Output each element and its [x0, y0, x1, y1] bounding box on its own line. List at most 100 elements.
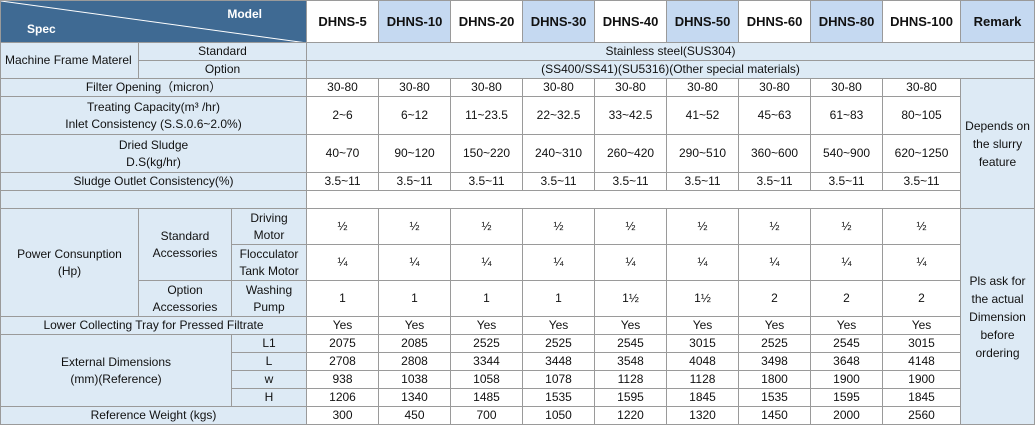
model-header: DHNS-40	[594, 0, 668, 43]
filter-label: Filter Opening（micron）	[0, 78, 308, 97]
washing-pump-label: Washing Pump	[230, 280, 308, 317]
table-cell: 2525	[522, 334, 596, 353]
table-cell: 1128	[594, 370, 668, 389]
frame-option-label: Option	[137, 60, 308, 79]
model-header: DHNS-100	[882, 0, 962, 43]
floc-line2: Tank Motor	[239, 263, 299, 278]
table-row: Treating Capacity(m³ /hr) Inlet Consiste…	[0, 96, 1035, 135]
table-cell: ½	[306, 208, 380, 245]
table-cell: 240~310	[522, 134, 596, 173]
table-cell: ¼	[450, 244, 524, 281]
table-cell: 1320	[666, 406, 740, 425]
table-cell: ½	[378, 208, 452, 245]
table-cell: 2	[738, 280, 812, 317]
table-row: w 938 1038 1058 1078 1128 1128 1800 1900…	[1, 370, 1035, 389]
table-cell: 1595	[810, 388, 884, 407]
power-label-line2: (Hp)	[57, 263, 82, 278]
table-row: Power Consunption (Hp) Standard Accessor…	[0, 208, 1035, 425]
table-row: Option Accessories Washing Pump 1 1 1 1 …	[1, 280, 1035, 317]
table-cell: ½	[450, 208, 524, 245]
table-cell: 80~105	[882, 96, 962, 135]
table-cell: 1845	[666, 388, 740, 407]
table-cell: 11~23.5	[450, 96, 524, 135]
capacity-label-line2: Inlet Consistency (S.S.0.6~2.0%)	[65, 116, 242, 131]
table-cell: 6~12	[378, 96, 452, 135]
power-label-line1: Power Consunption	[17, 246, 122, 261]
model-header: DHNS-10	[378, 0, 452, 43]
table-cell: 3648	[810, 352, 884, 371]
table-cell: 620~1250	[882, 134, 962, 173]
corner-header: Spec Model	[0, 0, 308, 43]
table-cell: Yes	[882, 316, 962, 335]
model-header: DHNS-5	[306, 0, 380, 43]
table-cell: 4148	[882, 352, 962, 371]
table-cell: 30-80	[450, 78, 524, 97]
table-cell: 150~220	[450, 134, 524, 173]
wash-line1: Washing	[245, 282, 293, 297]
driving-line1: Driving	[250, 210, 288, 225]
table-cell: Yes	[666, 316, 740, 335]
table-cell: 3344	[450, 352, 524, 371]
table-cell: 2000	[810, 406, 884, 425]
table-cell: ¼	[882, 244, 962, 281]
table-cell: ¼	[522, 244, 596, 281]
table-cell: 1900	[810, 370, 884, 389]
table-cell: 30-80	[882, 78, 962, 97]
dims-row-label: L1	[230, 334, 308, 353]
table-row: Flocculator Tank Motor ¼ ¼ ¼ ¼ ¼ ¼ ¼ ¼ ¼	[1, 244, 1035, 281]
remark-header: Remark	[960, 0, 1035, 43]
table-row: Dried Sludge D.S(kg/hr) 40~70 90~120 150…	[0, 134, 1035, 173]
weight-label: Reference Weight (kgs)	[0, 406, 308, 425]
model-label: Model	[227, 7, 263, 21]
table-cell: ½	[882, 208, 962, 245]
table-cell: Yes	[306, 316, 380, 335]
table-cell: 45~63	[738, 96, 812, 135]
dims-line2: (mm)(Reference)	[70, 371, 162, 386]
wash-line2: Pump	[253, 299, 285, 314]
opt-line1: Option	[167, 282, 203, 297]
frame-standard-value: Stainless steel(SUS304)	[306, 42, 1035, 61]
tray-label: Lower Collecting Tray for Pressed Filtra…	[0, 316, 308, 335]
table-row: Filter Opening（micron） 30-80 30-80 30-80…	[0, 78, 1035, 209]
table-cell: 260~420	[594, 134, 668, 173]
table-row: Lower Collecting Tray for Pressed Filtra…	[0, 316, 1035, 335]
table-cell: 450	[378, 406, 452, 425]
table-cell: 1900	[882, 370, 962, 389]
table-cell: ¼	[810, 244, 884, 281]
outlet-label: Sludge Outlet Consistency(%)	[0, 172, 308, 191]
model-header: DHNS-60	[738, 0, 812, 43]
table-cell: 41~52	[666, 96, 740, 135]
table-cell: 3548	[594, 352, 668, 371]
table-cell: ¼	[306, 244, 380, 281]
table-cell: 1078	[522, 370, 596, 389]
remark-dimension: Pls ask for the actual Dimension before …	[960, 208, 1035, 425]
table-cell: 1535	[738, 388, 812, 407]
table-cell: 1	[522, 280, 596, 317]
table-cell: 1128	[666, 370, 740, 389]
table-row: Reference Weight (kgs) 300 450 700 1050 …	[0, 406, 1035, 425]
table-row: Sludge Outlet Consistency(%) 3.5~11 3.5~…	[0, 172, 1035, 191]
table-cell: 3498	[738, 352, 812, 371]
table-cell: 700	[450, 406, 524, 425]
dims-line1: External Dimensions	[60, 354, 172, 369]
table-cell: 300	[306, 406, 380, 425]
table-cell: 33~42.5	[594, 96, 668, 135]
table-cell: ½	[738, 208, 812, 245]
table-cell: 1800	[738, 370, 812, 389]
table-cell: ¼	[594, 244, 668, 281]
table-cell: 1206	[306, 388, 380, 407]
dims-row-label: w	[230, 370, 308, 389]
model-header: DHNS-20	[450, 0, 524, 43]
table-cell: 1058	[450, 370, 524, 389]
table-cell: 4048	[666, 352, 740, 371]
dims-row-label: L	[230, 352, 308, 371]
table-cell: 30-80	[378, 78, 452, 97]
table-cell: 3015	[666, 334, 740, 353]
table-cell: Yes	[378, 316, 452, 335]
frame-option-value: (SS400/SS41)(SU5316)(Other special mater…	[306, 60, 1035, 79]
table-cell: 90~120	[378, 134, 452, 173]
std-line2: Accessories	[152, 245, 218, 260]
sludge-label: Dried Sludge D.S(kg/hr)	[0, 134, 308, 173]
table-cell: 1½	[666, 280, 740, 317]
table-cell: 3.5~11	[882, 172, 962, 191]
